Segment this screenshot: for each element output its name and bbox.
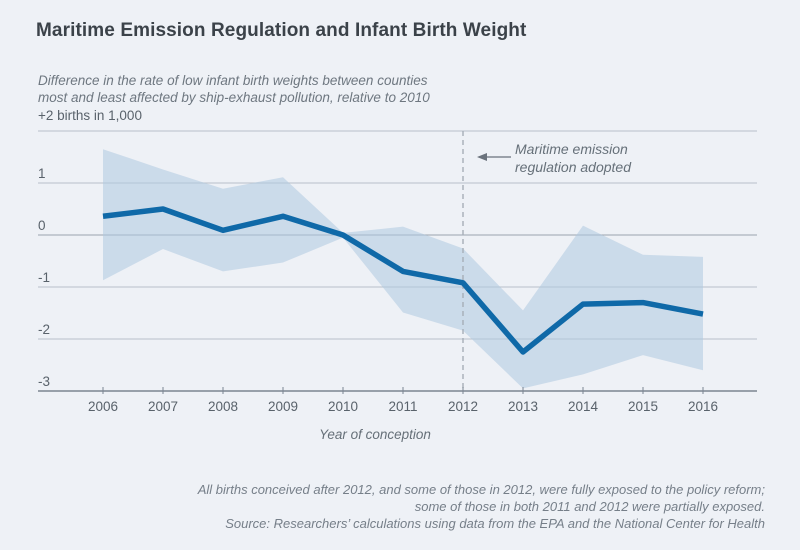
chart-subtitle-line1: Difference in the rate of low infant bir… — [38, 73, 428, 88]
x-tick-label: 2015 — [627, 399, 659, 414]
x-tick-label: 2006 — [87, 399, 119, 414]
x-tick-label: 2014 — [567, 399, 599, 414]
x-tick-label: 2012 — [447, 399, 479, 414]
x-tick-label: 2016 — [687, 399, 719, 414]
chart-subtitle: Difference in the rate of low infant bir… — [38, 72, 430, 106]
x-tick-label: 2008 — [207, 399, 239, 414]
x-tick-label: 2011 — [388, 399, 418, 414]
y-tick-label: -3 — [38, 374, 51, 389]
left-arrow-head-icon — [477, 153, 487, 161]
chart-subtitle-line2: most and least affected by ship-exhaust … — [38, 90, 430, 105]
y-tick-label: 0 — [38, 218, 46, 233]
y-tick-label: 1 — [38, 166, 46, 181]
chart-title: Maritime Emission Regulation and Infant … — [36, 20, 527, 41]
footnote-line3: Source: Researchers’ calculations using … — [225, 516, 765, 531]
footnote: All births conceived after 2012, and som… — [198, 481, 765, 532]
x-tick-label: 2010 — [327, 399, 359, 414]
x-tick-label: 2009 — [267, 399, 299, 414]
event-annotation-line1: Maritime emission — [515, 141, 628, 157]
y-tick-label: -1 — [38, 270, 51, 285]
event-annotation-line2: regulation adopted — [515, 158, 631, 175]
y-axis-unit-label: +2 births in 1,000 — [38, 108, 142, 123]
x-axis-title: Year of conception — [319, 427, 431, 442]
footnote-line2: some of those in both 2011 and 2012 were… — [414, 499, 765, 514]
x-tick-label: 2007 — [147, 399, 179, 414]
x-tick-label: 2013 — [507, 399, 539, 414]
footnote-line1: All births conceived after 2012, and som… — [197, 482, 765, 497]
event-annotation: Maritime emission regulation adopted — [515, 141, 631, 176]
data-line — [102, 206, 704, 355]
y-tick-label: -2 — [38, 322, 51, 337]
